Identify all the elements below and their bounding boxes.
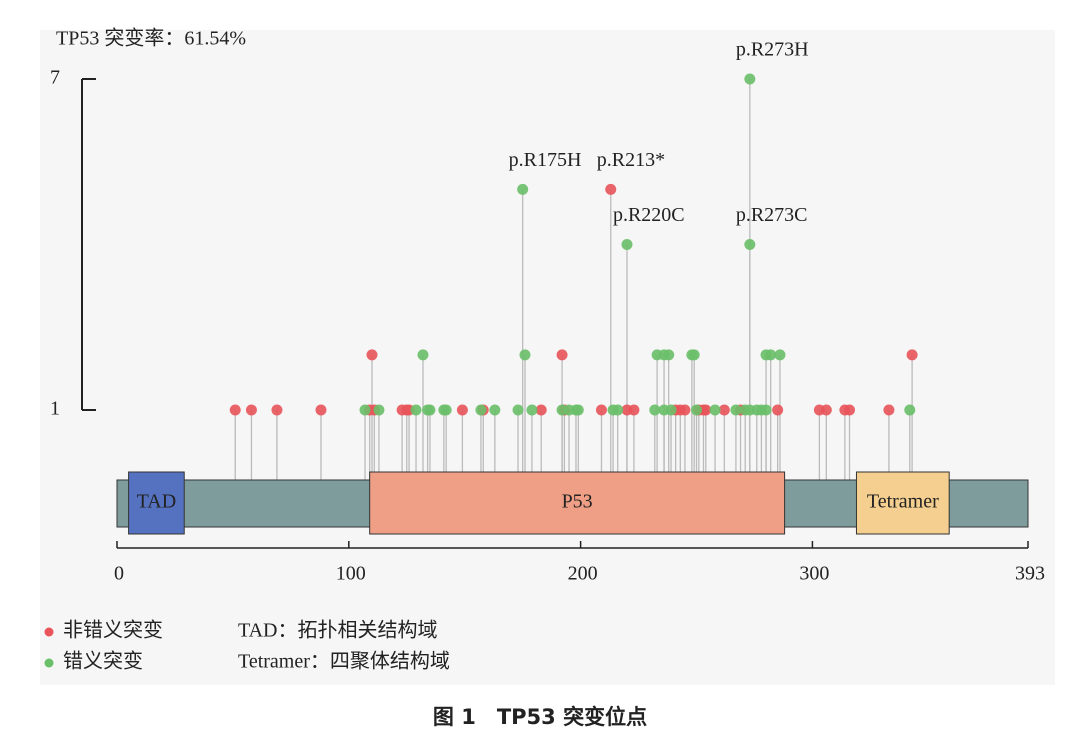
legend-label: 错义突变 <box>63 650 143 673</box>
domain-label: P53 <box>562 491 593 513</box>
mutation-dot <box>744 73 756 85</box>
mutation-dot <box>535 404 547 416</box>
annotation: p.R220C <box>613 204 685 226</box>
mutation-dot <box>679 404 691 416</box>
note: Tetramer：四聚体结构域 <box>238 650 450 673</box>
mutation-dot <box>820 404 832 416</box>
mutation-dot <box>774 349 786 361</box>
mutation-dot <box>526 404 538 416</box>
x-tick-label: 0 <box>114 563 124 585</box>
mutation-dot <box>709 404 721 416</box>
mutation-dot <box>663 349 675 361</box>
x-tick-label: 100 <box>336 563 366 585</box>
annotation: p.R175H <box>509 149 582 171</box>
mutation-dot <box>359 404 371 416</box>
mutation-dot <box>410 404 422 416</box>
mutation-dot <box>621 239 633 250</box>
mutation-dot <box>595 404 607 416</box>
note: TAD：拓扑相关结构域 <box>238 619 438 642</box>
legend-dot <box>44 627 54 637</box>
mutation-dot <box>688 349 700 361</box>
mutation-dot <box>417 349 429 361</box>
mutation-dot <box>628 404 640 416</box>
mutation-dot <box>744 239 756 250</box>
mutation-dot <box>519 349 531 361</box>
mutation-dot <box>315 404 327 416</box>
mutation-dot <box>245 404 257 416</box>
domain <box>128 471 185 535</box>
mutation-rate: TP53 突变率：61.54% <box>56 27 246 50</box>
mutation-dot <box>760 404 772 416</box>
x-tick-label: 200 <box>568 563 598 585</box>
mutation-dot <box>229 404 241 416</box>
domain <box>369 471 786 535</box>
mutation-dot <box>718 404 730 416</box>
mutation-dot <box>844 404 856 416</box>
legend-label: 非错义突变 <box>63 619 163 642</box>
mutation-dot <box>883 404 895 416</box>
mutation-dot <box>366 349 378 361</box>
legend-dot <box>44 658 54 668</box>
caption: 图 1 TP53 突变位点 <box>433 705 647 729</box>
mutation-dot <box>373 404 385 416</box>
x-tick-label: 393 <box>1015 563 1045 585</box>
mutation-dot <box>572 404 584 416</box>
panel <box>40 30 1055 685</box>
mutation-dot <box>904 404 916 416</box>
mutation-dot <box>649 404 661 416</box>
mutation-dot <box>489 404 501 416</box>
mutation-dot <box>691 404 703 416</box>
annotation: p.R213* <box>597 149 665 171</box>
mutation-dot <box>612 404 624 416</box>
mutation-dot <box>730 404 742 416</box>
domain-label: TAD <box>137 491 177 513</box>
mutation-dot <box>605 183 617 195</box>
mutation-dot <box>456 404 468 416</box>
mutation-dot <box>475 404 487 416</box>
mutation-dot <box>665 404 677 416</box>
mutation-dot <box>772 404 784 416</box>
annotation: p.R273C <box>736 204 808 226</box>
mutation-dot <box>765 349 777 361</box>
domain-label: Tetramer <box>867 491 939 513</box>
mutation-dot <box>271 404 283 416</box>
mutation-dot <box>556 349 568 361</box>
x-tick-label: 300 <box>799 563 829 585</box>
mutation-dot <box>440 404 452 416</box>
y-tick-label: 7 <box>50 67 60 89</box>
annotation: p.R273H <box>736 39 809 61</box>
mutation-dot <box>700 404 712 416</box>
mutation-dot <box>424 404 436 416</box>
domain <box>855 471 950 535</box>
mutation-dot <box>906 349 918 361</box>
y-tick-label: 1 <box>50 398 60 420</box>
mutation-dot <box>517 183 529 195</box>
mutation-dot <box>512 404 524 416</box>
